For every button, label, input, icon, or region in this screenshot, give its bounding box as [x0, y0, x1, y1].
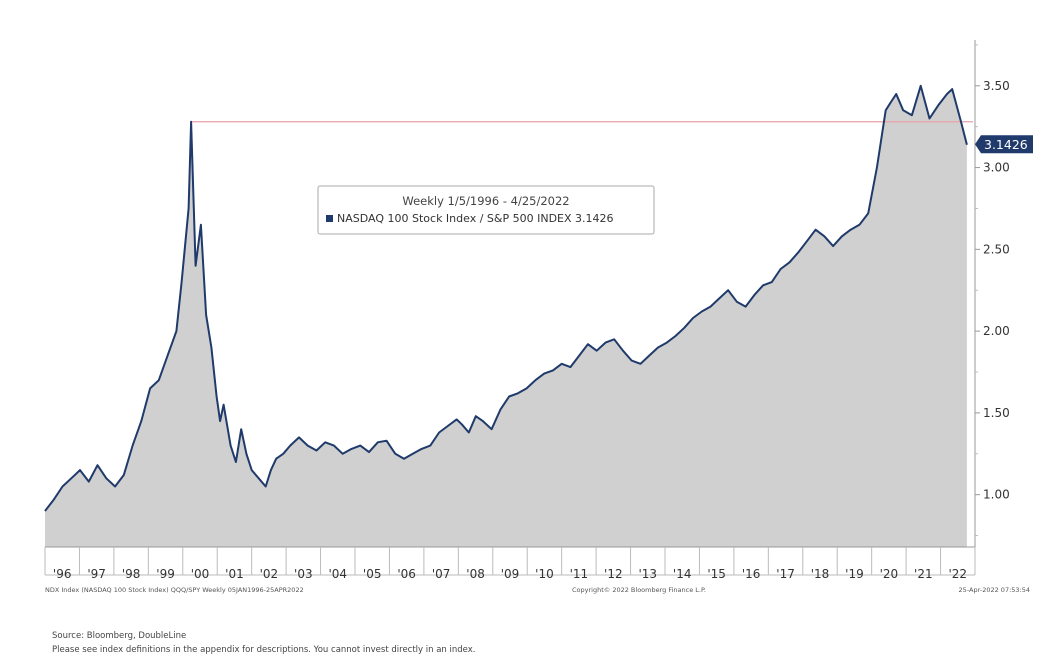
x-tick-label: '20	[880, 567, 899, 581]
legend: Weekly 1/5/1996 - 4/25/2022 NASDAQ 100 St…	[317, 185, 655, 235]
series-area-fill	[45, 85, 967, 548]
x-tick-label: '99	[156, 567, 175, 581]
chart-meta-left: NDX Index (NASDAQ 100 Stock Index) QQQ/S…	[45, 586, 304, 594]
x-tick-label: '04	[328, 567, 347, 581]
x-tick-label: '15	[707, 567, 726, 581]
x-tick-label: '03	[294, 567, 313, 581]
last-value-flag	[975, 135, 1033, 154]
x-tick-label: '00	[191, 567, 210, 581]
disclaimer-note: Please see index definitions in the appe…	[52, 645, 476, 655]
legend-entry: NASDAQ 100 Stock Index / S&P 500 INDEX 3…	[337, 212, 614, 225]
x-tick-label: '02	[260, 567, 279, 581]
chart-svg: '96 '97 '98 '99 '00 '01 '02 '03 '04 '05 '06 '07 '08 '…	[44, 40, 1033, 581]
last-value-label: 3.1426	[975, 135, 1033, 154]
x-tick-label: '96	[53, 567, 72, 581]
legend-swatch	[326, 215, 333, 222]
y-tick-label: 2.00	[983, 324, 1010, 338]
chart-meta-timestamp: 25-Apr-2022 07:53:54	[958, 586, 1030, 594]
x-tick-label: '07	[432, 567, 451, 581]
x-tick-label: '01	[225, 567, 244, 581]
x-tick-label: '98	[122, 567, 141, 581]
source-note: Source: Bloomberg, DoubleLine	[52, 631, 187, 641]
x-tick-label: '97	[87, 567, 106, 581]
series-line	[44, 84, 968, 512]
legend-box	[317, 185, 655, 235]
last-value-text: 3.1426	[984, 137, 1028, 152]
y-tick-label: 1.00	[983, 488, 1010, 502]
x-tick-label: '16	[742, 567, 761, 581]
x-tick-label: '11	[570, 567, 589, 581]
chart-title: Weekly 1/5/1996 - 4/25/2022	[402, 194, 569, 208]
y-tick-label: 1.50	[983, 406, 1010, 420]
x-tick-label: '22	[948, 567, 967, 581]
y-tick-label: 2.50	[983, 242, 1010, 256]
x-tick-label: '10	[535, 567, 554, 581]
x-tick-label: '09	[501, 567, 520, 581]
x-tick-label: '21	[914, 567, 933, 581]
x-tick-label: '05	[363, 567, 382, 581]
x-tick-label: '08	[466, 567, 485, 581]
y-tick-label: 3.50	[983, 79, 1010, 93]
x-tick-label: '18	[811, 567, 830, 581]
x-tick-label: '12	[604, 567, 623, 581]
x-tick-label: '06	[397, 567, 416, 581]
x-tick-label: '14	[673, 567, 692, 581]
x-tick-label: '13	[638, 567, 657, 581]
x-tick-label: '17	[776, 567, 795, 581]
chart-meta-copyright: Copyright© 2022 Bloomberg Finance L.P.	[572, 586, 706, 594]
x-tick-label: '19	[845, 567, 864, 581]
y-tick-label: 3.00	[983, 161, 1010, 175]
